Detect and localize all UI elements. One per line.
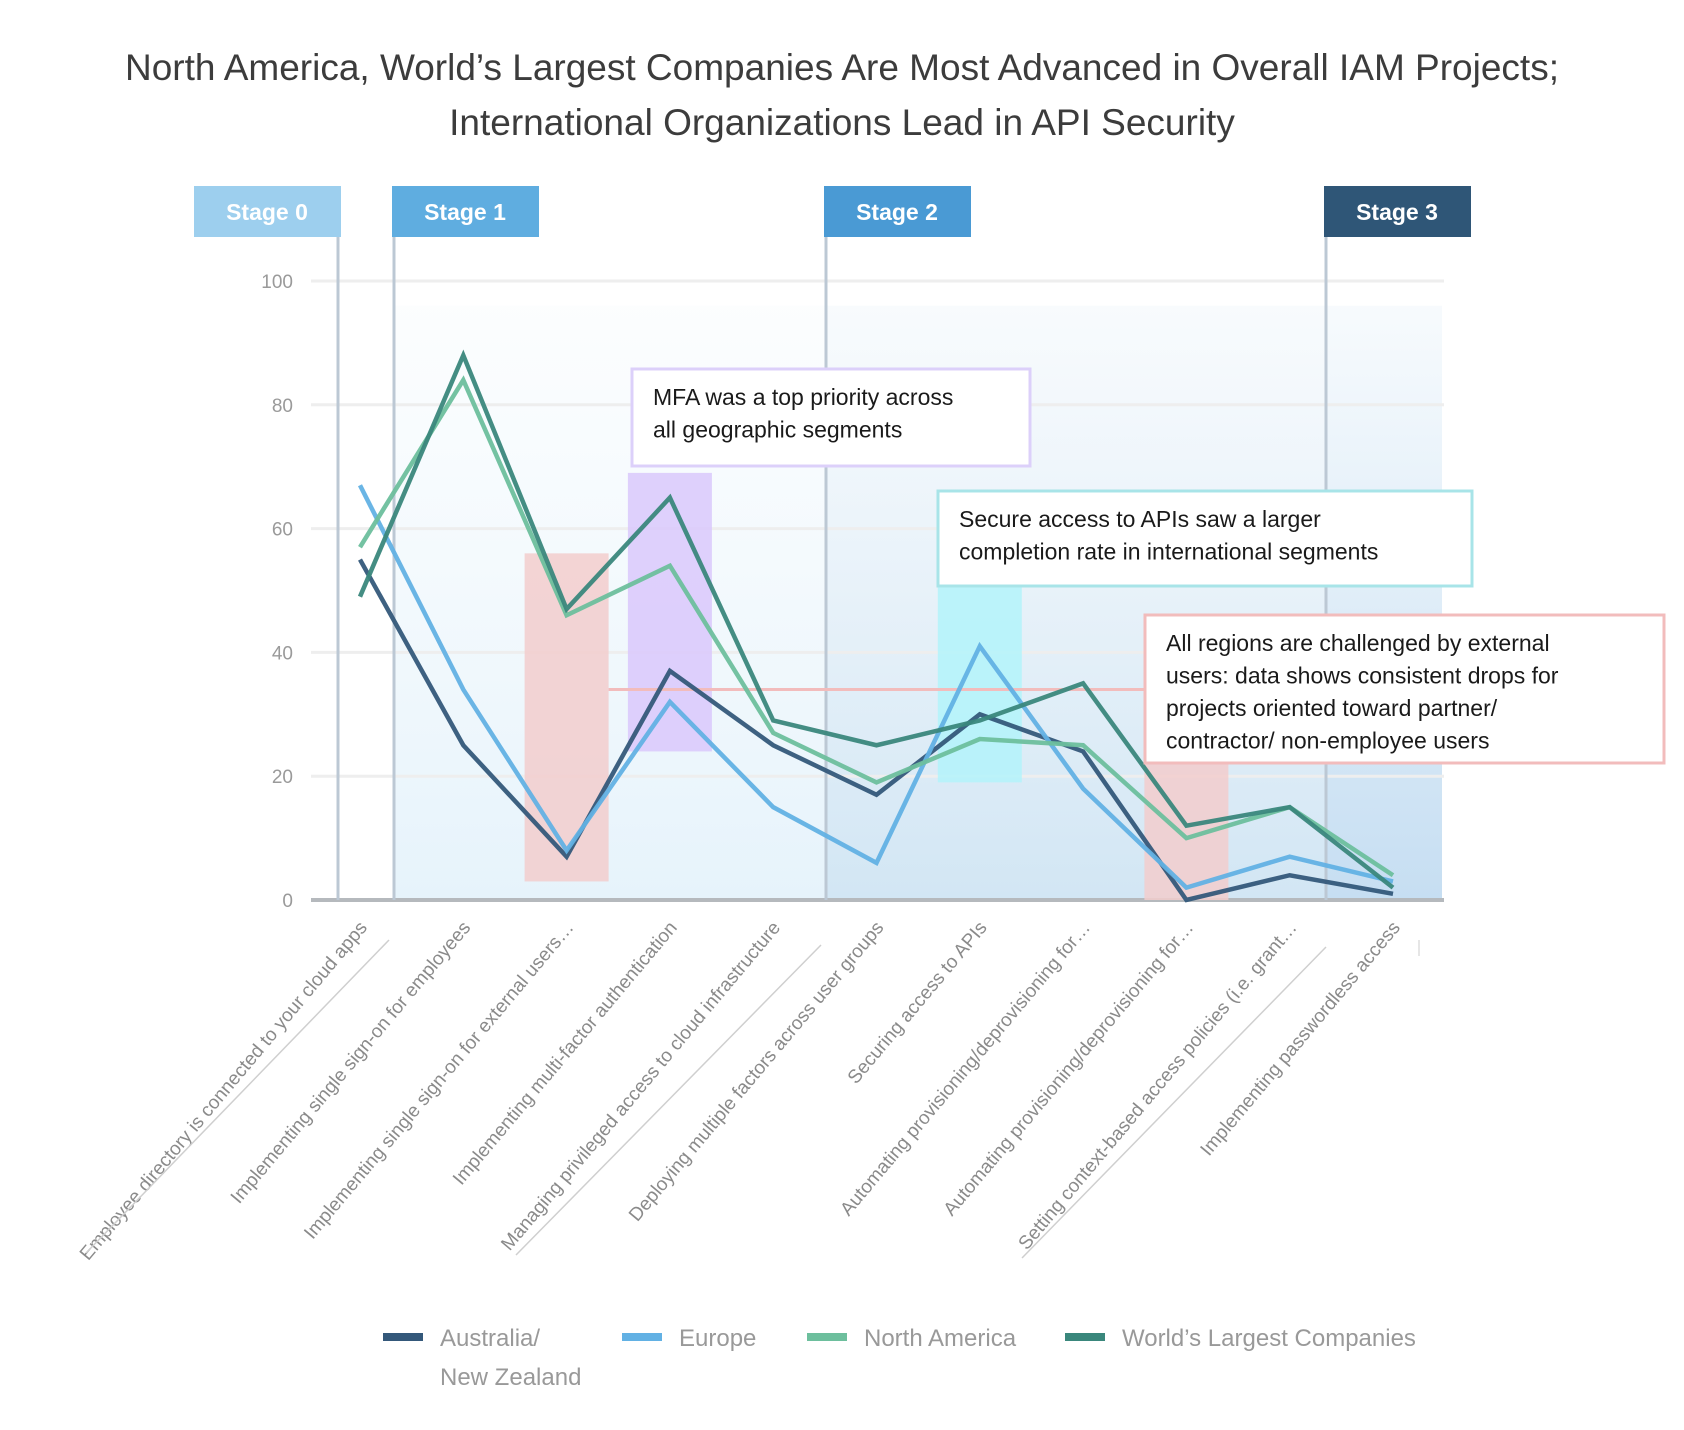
annotation-text: MFA was a top priority across (653, 384, 953, 410)
stage-badge (1324, 186, 1471, 237)
stage-badge (194, 186, 341, 237)
annotation-text: Secure access to APIs saw a larger (959, 506, 1321, 532)
annotation-text: all geographic segments (653, 417, 902, 443)
annotation-text: projects oriented toward partner/ (1166, 695, 1498, 721)
x-tick-label: Implementing passwordless access (1197, 918, 1405, 1160)
legend-swatch (1065, 1333, 1105, 1341)
y-tick-label: 20 (272, 767, 293, 788)
annotation-text: contractor/ non-employee users (1166, 728, 1489, 754)
stage-separator-line (85, 939, 390, 1254)
y-tick-label: 60 (272, 520, 293, 541)
x-tick-label: Implementing single sign-on for employee… (227, 918, 475, 1208)
chart-title-line-2: International Organizations Lead in API … (449, 102, 1235, 143)
legend-swatch (622, 1333, 662, 1341)
annotation-text: All regions are challenged by external (1166, 630, 1550, 656)
y-tick-label: 80 (272, 396, 293, 417)
legend-label: North America (864, 1325, 1017, 1352)
stage-badge (392, 186, 539, 237)
y-tick-label: 0 (282, 891, 293, 912)
stage-badge (824, 186, 971, 237)
y-tick-label: 100 (261, 272, 293, 293)
y-tick-label: 40 (272, 643, 293, 664)
legend-label: Europe (679, 1325, 756, 1352)
series-line (357, 349, 1395, 890)
series-line (357, 484, 1394, 891)
legend-label: New Zealand (440, 1364, 581, 1391)
annotation-text: users: data shows consistent drops for (1166, 663, 1559, 689)
annotation-box (630, 367, 1032, 468)
legend-swatch (807, 1333, 847, 1341)
stage-3-region (1326, 305, 1442, 900)
stage-label: Stage 2 (856, 199, 938, 225)
legend-label: World’s Largest Companies (1122, 1325, 1416, 1352)
stage-label: Stage 3 (1356, 199, 1438, 225)
x-tick-label: Implementing multi-factor authentication (449, 918, 682, 1190)
annotation-box (1143, 613, 1666, 765)
stage-separator-line (515, 944, 822, 1256)
annotation-text: completion rate in international segment… (959, 539, 1378, 565)
stage-label: Stage 0 (226, 199, 308, 225)
series-line (358, 375, 1395, 878)
legend-swatch (383, 1333, 423, 1341)
stage-separator-line (1021, 946, 1327, 1259)
stage-label: Stage 1 (424, 199, 506, 225)
chart-title-line-1: North America, World’s Largest Companies… (125, 47, 1559, 88)
annotation-box (936, 489, 1474, 588)
series-line (358, 558, 1394, 903)
legend-label: Australia/ (440, 1325, 540, 1352)
